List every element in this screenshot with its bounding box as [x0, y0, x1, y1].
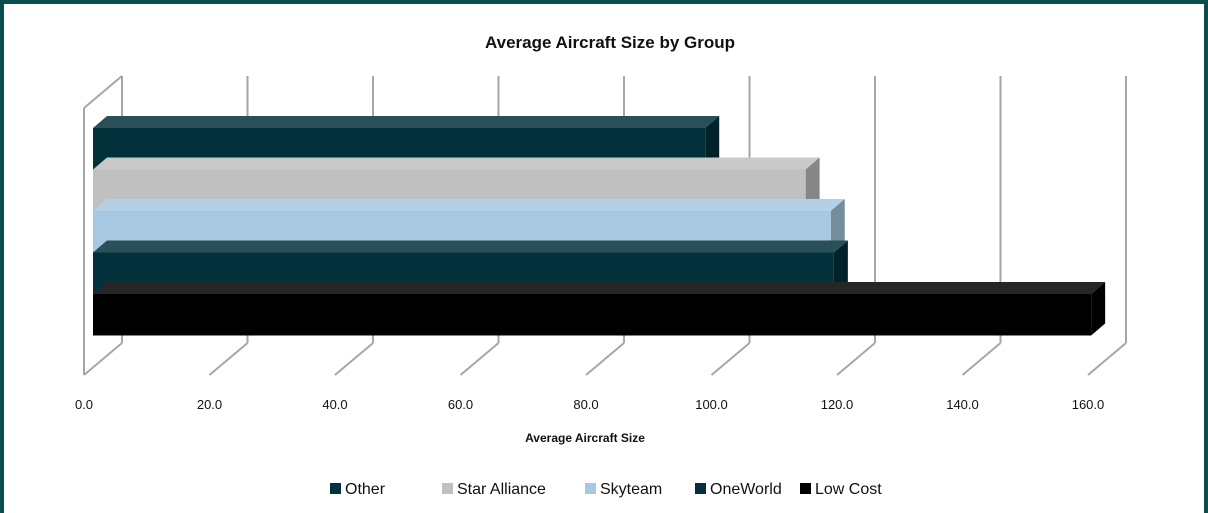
legend-label: Other — [345, 481, 386, 498]
gridline-floor — [1087, 342, 1127, 376]
x-tick-labels: 0.0 20.0 40.0 60.0 80.0 100.0 120.0 140.0 160.0 — [75, 397, 1104, 412]
x-tick-label: 120.0 — [821, 397, 854, 412]
legend-swatch — [695, 483, 706, 494]
bar-top-face — [93, 157, 820, 170]
bar-low-cost — [93, 282, 1106, 336]
legend-label: Low Cost — [815, 481, 882, 498]
legend-item: Low Cost — [800, 481, 882, 498]
bar-end-face — [830, 199, 845, 253]
legend-label: Star Alliance — [457, 481, 546, 498]
legend-label: OneWorld — [710, 481, 782, 498]
legend-swatch — [330, 483, 341, 494]
x-tick-label: 20.0 — [197, 397, 222, 412]
x-tick-label: 140.0 — [946, 397, 979, 412]
bars — [93, 116, 1106, 336]
bar-top-face — [93, 282, 1106, 294]
legend-item: Skyteam — [585, 481, 662, 498]
legend-item: Star Alliance — [442, 481, 546, 498]
x-tick-label: 160.0 — [1072, 397, 1105, 412]
bar-end-face — [833, 240, 848, 294]
gridline-floor — [710, 342, 751, 376]
x-tick-label: 60.0 — [448, 397, 473, 412]
gridline-floor — [836, 342, 876, 376]
x-tick-label: 100.0 — [695, 397, 728, 412]
chart-title: Average Aircraft Size by Group — [485, 33, 735, 52]
legend-item: OneWorld — [695, 481, 782, 498]
x-tick-label: 80.0 — [573, 397, 598, 412]
legend: Other Star Alliance Skyteam OneWorld Low Cos… — [330, 481, 882, 498]
legend-label: Skyteam — [600, 481, 662, 498]
bar-top-face — [93, 240, 848, 253]
bar-top-face — [93, 116, 720, 128]
legend-item: Other — [330, 481, 386, 498]
x-tick-label: 40.0 — [322, 397, 347, 412]
gridline-floor — [585, 342, 625, 376]
gridline-floor — [83, 342, 123, 376]
bar-front-face — [93, 294, 1092, 336]
bar-end-face — [705, 116, 720, 170]
legend-swatch — [442, 483, 453, 494]
legend-swatch — [800, 483, 811, 494]
x-axis-label: Average Aircraft Size — [525, 431, 645, 445]
gridline-floor — [208, 342, 249, 376]
x-tick-label: 0.0 — [75, 397, 93, 412]
bar-end-face — [805, 157, 820, 211]
gridline-floor — [334, 342, 374, 376]
bar-top-face — [93, 199, 845, 211]
left-wall-top — [83, 75, 123, 109]
gridline-floor — [459, 342, 500, 376]
bar-end-face — [1091, 282, 1106, 336]
legend-swatch — [585, 483, 596, 494]
gridline-floor — [961, 342, 1002, 376]
